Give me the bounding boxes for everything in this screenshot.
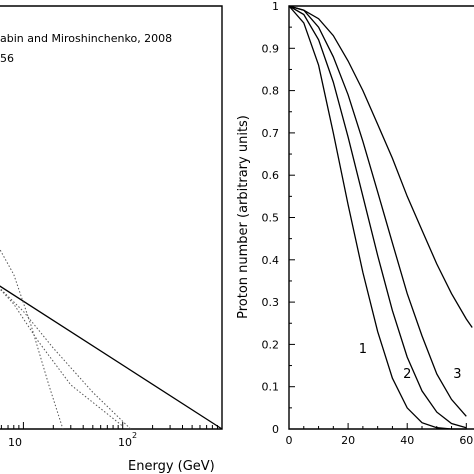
right-ytick-label: 0.1 — [262, 381, 280, 394]
right-axis-frame — [288, 5, 474, 430]
left-series-line-4 — [0, 248, 64, 430]
left-series-line-2 — [0, 288, 124, 427]
right-ytick-label: 0 — [272, 423, 279, 436]
right-ytick-label: 0.8 — [262, 85, 280, 98]
curve-label-2: 2 — [403, 367, 411, 382]
left-xtick-exponent: 2 — [132, 431, 137, 440]
left-xtick-label-1: 10 — [8, 436, 22, 449]
right-ytick-label: 0.2 — [262, 338, 280, 351]
right-ticks: 0 0.1 0.2 0.3 0.4 0.5 0.6 0.7 0.8 0.9 1 0 20 40 60 — [262, 0, 474, 447]
right-series-line — [288, 5, 473, 328]
right-ytick-label: 1 — [272, 0, 279, 13]
right-series-line-2 — [288, 5, 467, 429]
left-xtick-label-2: 10 — [118, 436, 132, 449]
left-series-line-3 — [0, 287, 131, 430]
right-y-axis-label: Proton number (arbitrary units) — [236, 115, 251, 319]
right-ytick-label: 0.5 — [262, 212, 280, 225]
right-curve-labels: 1 2 3 — [359, 342, 462, 382]
curve-label-1: 1 — [359, 342, 367, 357]
right-ytick-label: 0.3 — [262, 296, 280, 309]
legend-entry-1: abin and Miroshinchenko, 2008 — [0, 32, 172, 45]
right-ytick-label: 0.9 — [262, 42, 280, 55]
right-series — [288, 5, 473, 430]
left-panel: abin and Miroshinchenko, 2008 56 10 10 2… — [0, 5, 223, 474]
right-ytick-label: 0.7 — [262, 127, 280, 140]
left-axis-frame — [0, 5, 223, 430]
left-series — [0, 248, 223, 430]
legend-entry-2: 56 — [0, 52, 14, 65]
right-xtick-label: 40 — [400, 434, 414, 447]
right-xtick-label: 20 — [341, 434, 355, 447]
right-panel: 0 0.1 0.2 0.3 0.4 0.5 0.6 0.7 0.8 0.9 1 0 20 40 60 1 2 3… — [236, 0, 474, 447]
left-series-line-1 — [0, 285, 223, 430]
right-xtick-label: 60 — [459, 434, 473, 447]
left-ticks — [0, 422, 218, 429]
right-series-line-1 — [288, 5, 467, 430]
right-ytick-label: 0.6 — [262, 169, 280, 182]
left-x-axis-label: Energy (GeV) — [128, 459, 215, 474]
right-xtick-label: 0 — [286, 434, 293, 447]
right-ytick-label: 0.4 — [262, 254, 280, 267]
curve-label-3: 3 — [453, 367, 461, 382]
right-series-line-3 — [288, 5, 467, 417]
